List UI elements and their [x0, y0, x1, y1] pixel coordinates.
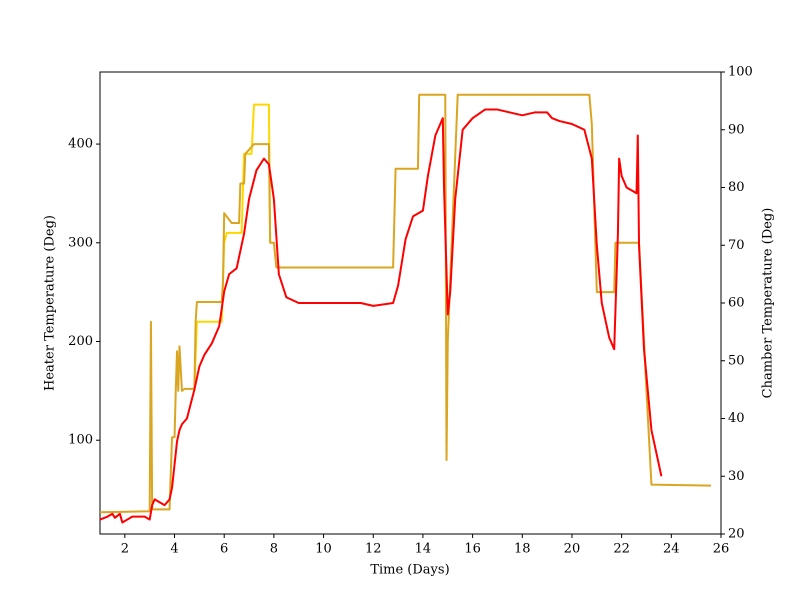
x-tick-label: 4 — [170, 542, 178, 557]
series-line — [99, 108, 663, 524]
y2-tick-label: 50 — [728, 353, 745, 368]
x-tick-label: 22 — [613, 542, 630, 557]
y2-tick-label: 40 — [728, 411, 745, 426]
x-tick-label: 6 — [220, 542, 228, 557]
y2-tick-label: 60 — [728, 296, 745, 311]
x-tick-label: 12 — [365, 542, 382, 557]
y2-axis-label: Chamber Temperature (Deg) — [761, 208, 776, 399]
series-line — [193, 103, 272, 391]
y-tick-label: 200 — [68, 334, 93, 349]
x-tick-label: 24 — [663, 542, 680, 557]
series-line — [99, 93, 712, 514]
x-tick-label: 26 — [713, 542, 730, 557]
y-tick-label: 400 — [68, 137, 93, 152]
x-tick-label: 14 — [415, 542, 432, 557]
y2-tick-label: 90 — [728, 122, 745, 137]
y-tick-label: 300 — [68, 235, 93, 250]
x-tick-label: 2 — [121, 542, 129, 557]
x-tick-label: 10 — [315, 542, 332, 557]
plot-frame — [99, 71, 722, 535]
y2-tick-label: 80 — [728, 180, 745, 195]
x-tick-label: 20 — [564, 542, 581, 557]
y-axis-label: Heater Temperature (Deg) — [43, 215, 58, 391]
y2-tick-label: 70 — [728, 238, 745, 253]
y-tick-label: 100 — [68, 433, 93, 448]
x-tick-label: 8 — [270, 542, 278, 557]
x-tick-label: 18 — [514, 542, 531, 557]
y2-tick-label: 30 — [728, 469, 745, 484]
y2-tick-label: 100 — [728, 65, 753, 80]
x-tick-label: 16 — [464, 542, 481, 557]
x-axis-label: Time (Days) — [370, 563, 449, 578]
y2-tick-label: 20 — [728, 527, 745, 542]
